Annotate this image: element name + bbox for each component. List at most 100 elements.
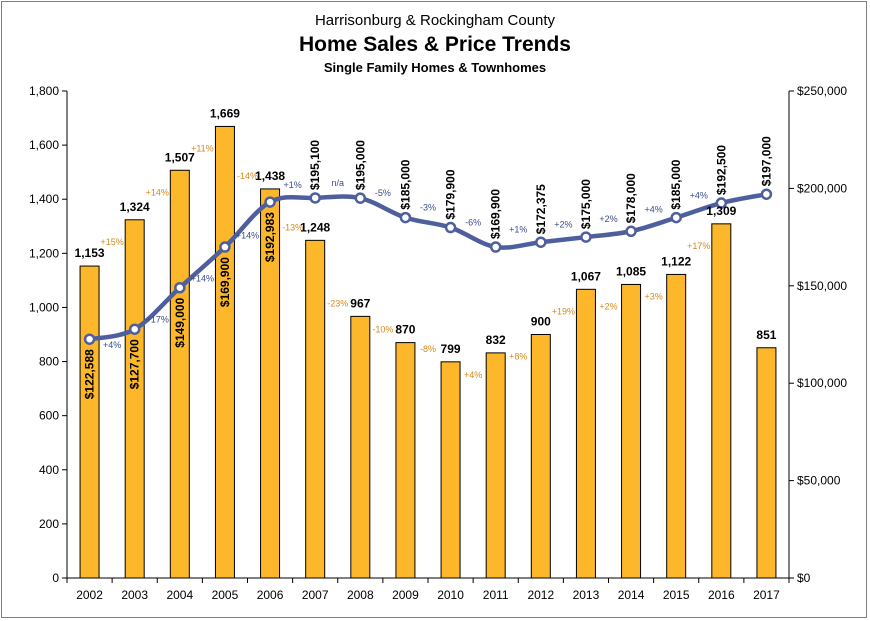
price-value-label: $192,500	[714, 145, 728, 195]
price-value-label: $192,983	[263, 212, 277, 262]
bar	[305, 239, 326, 579]
x-tick-label: 2005	[212, 588, 239, 602]
x-tick-label: 2012	[527, 588, 554, 602]
left-tick-label: 1,400	[29, 192, 59, 206]
price-point	[309, 192, 321, 204]
bar-value-label: 832	[486, 333, 506, 347]
chart-subtitle: Single Family Homes & Townhomes	[323, 60, 547, 75]
bar	[124, 219, 145, 579]
left-tick-label: 0	[52, 571, 59, 585]
price-value-label: $197,000	[759, 136, 773, 186]
left-tick-label: 1,800	[29, 84, 59, 98]
price-point	[670, 211, 682, 224]
price-point	[444, 221, 457, 234]
x-tick-label: 2017	[753, 588, 780, 602]
price-value-label: $179,900	[444, 169, 458, 219]
price-point	[760, 188, 773, 200]
right-tick-label: $0	[797, 571, 811, 585]
bar-pct-label: -23%	[327, 298, 348, 308]
left-tick-label: 400	[39, 463, 59, 477]
bar-value-label: 1,507	[165, 150, 195, 164]
bar	[485, 352, 506, 579]
price-point	[715, 197, 728, 209]
bar	[214, 125, 235, 579]
bar	[666, 273, 687, 579]
bar	[395, 342, 416, 579]
left-tick-label: 1,000	[29, 300, 59, 314]
price-point	[83, 333, 96, 345]
line-pct-label: +4%	[690, 190, 708, 200]
bar-pct-label: -14%	[237, 171, 258, 181]
bar-pct-label: +2%	[599, 301, 617, 311]
bar-value-label: 1,248	[300, 220, 330, 234]
x-tick-label: 2015	[663, 588, 690, 602]
bar-pct-label: -13%	[282, 222, 303, 232]
right-tick-label: $150,000	[797, 279, 847, 293]
right-tick-label: $50,000	[797, 474, 841, 488]
price-value-label: $178,000	[624, 173, 638, 223]
price-point	[625, 225, 637, 238]
bar-pct-label: +3%	[644, 291, 662, 301]
x-tick-label: 2007	[302, 588, 329, 602]
x-tick-label: 2011	[483, 588, 509, 602]
bar-pct-label: +4%	[464, 370, 482, 380]
bar-value-label: 1,085	[616, 264, 646, 278]
bar-pct-label: +11%	[191, 143, 214, 153]
price-value-label: $169,900	[218, 257, 232, 307]
bar	[621, 283, 642, 579]
bar-pct-label: +19%	[552, 306, 575, 316]
bar	[756, 347, 777, 579]
price-value-label: $175,000	[579, 179, 593, 229]
price-line	[89, 192, 767, 342]
bar-value-label: 1,309	[706, 204, 736, 218]
price-value-label: $185,000	[398, 159, 412, 209]
bar-value-label: 799	[441, 342, 461, 356]
price-point	[399, 211, 412, 224]
bar-value-label: 900	[531, 315, 551, 329]
line-pct-label: +14%	[236, 231, 259, 241]
x-tick-label: 2006	[257, 588, 284, 602]
bar-value-label: 1,122	[661, 254, 691, 268]
left-tick-label: 1,200	[29, 246, 59, 260]
bar-value-label: 870	[395, 323, 415, 337]
bar-pct-label: +17%	[687, 241, 710, 251]
bar-pct-label: -10%	[372, 325, 393, 335]
line-pct-label: -5%	[375, 188, 391, 198]
bar	[440, 361, 461, 579]
right-tick-label: $100,000	[797, 376, 847, 390]
line-pct-label: -3%	[420, 203, 436, 213]
price-value-label: $195,000	[353, 140, 367, 190]
left-tick-label: 800	[39, 355, 59, 369]
price-point	[174, 281, 186, 294]
price-value-label: $122,588	[83, 349, 97, 399]
line-pct-label: +17%	[146, 314, 169, 324]
x-tick-label: 2004	[166, 588, 193, 602]
x-tick-label: 2013	[573, 588, 600, 602]
price-point	[489, 241, 502, 253]
bar-pct-label: +14%	[146, 187, 169, 197]
left-tick-label: 1,600	[29, 138, 59, 152]
x-tick-label: 2008	[347, 588, 374, 602]
bar-value-label: 1,438	[255, 169, 285, 183]
right-tick-label: $250,000	[797, 84, 847, 98]
line-pct-label: +1%	[509, 225, 527, 235]
bar-pct-label: +15%	[100, 237, 123, 247]
right-tick-label: $200,000	[797, 181, 847, 195]
price-point	[580, 231, 592, 243]
price-point	[219, 241, 231, 253]
line-pct-label: n/a	[331, 178, 344, 188]
chart-supertitle: Harrisonburg & Rockingham County	[314, 12, 556, 29]
bar-value-label: 1,067	[571, 269, 601, 283]
price-value-label: $172,375	[534, 184, 548, 234]
bar	[350, 315, 371, 579]
x-tick-label: 2014	[618, 588, 645, 602]
price-point	[354, 192, 367, 204]
line-pct-label: +4%	[644, 204, 662, 214]
bar	[575, 288, 596, 579]
x-tick-label: 2010	[437, 588, 464, 602]
x-tick-label: 2003	[121, 588, 148, 602]
x-tick-label: 2002	[76, 588, 103, 602]
bar-value-label: 1,324	[120, 200, 150, 214]
